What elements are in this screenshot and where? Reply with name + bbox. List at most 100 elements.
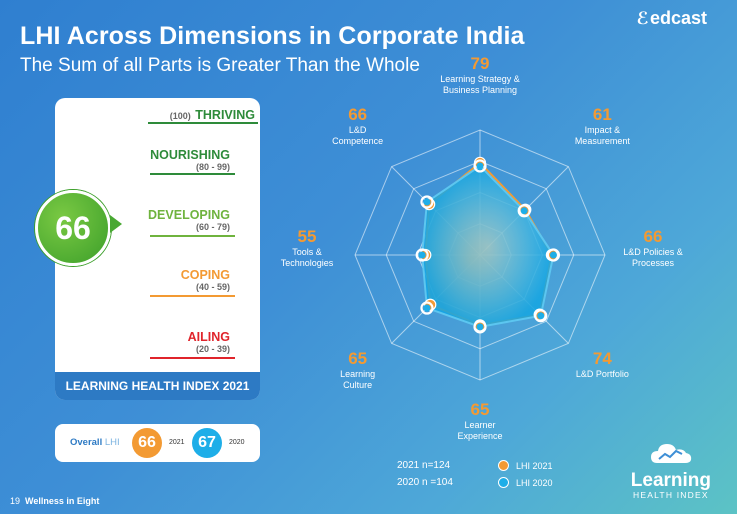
radar-axis-label: 66 L&D Competence [303,105,413,147]
radar-point-2020 [415,248,429,262]
radar-axis-value: 74 [592,349,612,369]
edcast-mark-icon: ℰ [636,9,649,28]
legend-n-2021: 2021 n=124 [397,460,451,471]
radar-point-2020 [473,320,487,334]
radar-axis-name: Technologies [280,258,334,268]
legend-label-2021: LHI 2021 [516,460,553,471]
radar-point-2020 [517,204,531,218]
radar-axis-label: 74 L&D Portfolio [547,349,657,380]
level-thriving-name: THRIVING [195,108,255,122]
overall-label-prefix: Overall [70,437,105,448]
level-ailing: AILING (20 - 39) [125,330,230,354]
radar-point-2020 [534,309,548,323]
learning-health-index-logo: Learning HEALTH INDEX [631,441,711,500]
level-range: (80 - 99) [195,162,230,172]
level-thriving: (100) THRIVING [85,106,255,124]
radar-point-2020-inner [476,162,484,170]
radar-axis-name: Impact & [584,124,621,135]
section-name: Wellness in Eight [25,496,100,506]
radar-axis-name: Experience [457,431,503,441]
score-pointer-icon [110,215,122,233]
radar-axis-name: L&D Portfolio [575,369,629,380]
radar-axis-label: 66 L&D Policies & Processes [598,227,708,269]
level-range: (20 - 39) [195,344,230,354]
gauge-footer-text: LEARNING HEALTH INDEX 2021 [65,379,250,393]
legend-item-2020: LHI 2020 [498,477,553,488]
radar-axis-name: Processes [631,258,675,268]
radar-axis-label: 79 Learning Strategy & Business Planning [425,54,535,96]
radar-point-2020-inner [423,304,431,312]
overall-2020-value: 67 [192,428,222,458]
level-divider [150,357,235,359]
level-name: AILING [187,330,230,344]
level-range: (60 - 79) [195,222,230,232]
radar-point-2020-inner [476,323,484,331]
overall-label-suffix: LHI [104,437,120,448]
radar-axis-label: 61 Impact & Measurement [547,105,657,147]
radar-point-2020 [546,248,561,262]
radar-axis-name: Business Planning [442,85,518,95]
radar-axis-name: Tools & [292,247,322,257]
level-divider [148,122,258,124]
brand-word: Learning [630,470,711,491]
overall-2021-value: 66 [132,428,162,458]
radar-point-2020-inner [549,251,557,259]
legend-label-2020: LHI 2020 [516,477,553,488]
radar-axis-name: Culture [343,380,373,391]
level-range: (40 - 59) [195,282,230,292]
radar-point-2020 [420,195,434,209]
level-coping: COPING (40 - 59) [125,268,230,292]
level-name: DEVELOPING [148,208,230,222]
level-nourishing: NOURISHING (80 - 99) [125,148,230,172]
legend-dot-2021-icon [498,460,509,471]
radar-axis-name: L&D Policies & [623,247,683,257]
radar-point-2020 [420,301,434,315]
level-thriving-range: (100) [169,111,191,121]
level-developing: DEVELOPING (60 - 79) [125,208,230,232]
radar-point-2020-inner [423,198,431,206]
legend-n-2020: 2020 n =104 [397,477,453,488]
radar-axis-value: 61 [592,104,612,124]
radar-axis-label: 65 Learner Experience [425,400,535,442]
radar-axis-value: 66 [348,104,368,124]
overall-2020-year: 2020 [229,439,245,446]
radar-point-2020-inner [520,207,528,215]
radar-axis-label: 55 Tools & Technologies [252,227,362,269]
radar-axis-value: 55 [297,227,317,246]
brand-subword: HEALTH INDEX [633,490,709,500]
level-name: NOURISHING [150,148,230,162]
radar-axis-label: 65 Learning Culture [303,349,413,391]
score-badge: 66 [35,190,111,266]
cloud-chart-icon [650,444,692,463]
radar-axis-name: L&D [348,124,367,135]
level-divider [150,235,235,237]
radar-point-2020-inner [418,251,426,259]
page-subtitle: The Sum of all Parts is Greater Than the… [20,55,420,76]
radar-axis-value: 79 [470,54,490,73]
level-divider [150,295,235,297]
page-footer: 19 Wellness in Eight [10,496,99,506]
level-divider [150,173,235,175]
overall-lhi-label: Overall LHI [70,437,120,448]
radar-axis-name: Competence [332,135,384,146]
radar-axis-name: Measurement [574,135,630,146]
overall-lhi-box: Overall LHI 66 2021 67 2020 [55,424,260,462]
radar-axis-value: 65 [470,400,490,419]
level-name: COPING [180,268,230,282]
radar-axis-name: Learning [340,369,376,380]
page-title: LHI Across Dimensions in Corporate India [20,22,525,50]
page-number: 19 [10,496,21,506]
edcast-logo-text: edcast [649,8,707,28]
overall-2021-year: 2021 [169,439,185,446]
lhi-gauge-card: 90 70 50 30 (100) THRIVING NOURISHING (8… [55,98,260,400]
legend-dot-2020-icon [498,477,509,488]
gauge-footer: LEARNING HEALTH INDEX 2021 [55,372,260,400]
radar-axis-name: Learning Strategy & [440,74,520,84]
radar-chart [354,129,606,381]
radar-point-2020-inner [537,312,545,320]
legend-item-2021: LHI 2021 [498,460,553,471]
radar-axis-value: 65 [348,349,368,369]
radar-axis-name: Learner [464,420,496,430]
radar-axis-value: 66 [643,227,663,246]
edcast-logo: ℰedcast [637,8,707,29]
